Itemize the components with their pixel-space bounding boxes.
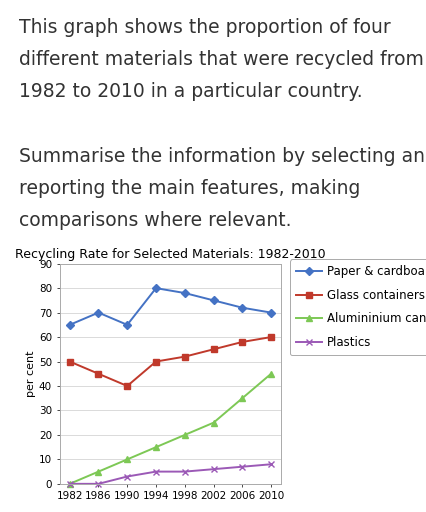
Title: Recycling Rate for Selected Materials: 1982-2010: Recycling Rate for Selected Materials: 1… [15, 248, 326, 261]
Paper & cardboard [153, 285, 158, 291]
Glass containers [153, 358, 158, 365]
Line: Paper & cardboard: Paper & cardboard [67, 285, 274, 328]
Line: Plastics: Plastics [67, 461, 274, 486]
Text: 1982 to 2010 in a particular country.: 1982 to 2010 in a particular country. [19, 82, 363, 101]
Alumininium cans [67, 481, 72, 487]
Text: reporting the main features, making: reporting the main features, making [19, 179, 360, 198]
Alumininium cans [268, 371, 273, 377]
Paper & cardboard [240, 305, 245, 311]
Plastics [125, 474, 130, 480]
Alumininium cans [96, 468, 101, 475]
Line: Alumininium cans: Alumininium cans [67, 371, 274, 486]
Text: This graph shows the proportion of four: This graph shows the proportion of four [19, 18, 391, 37]
Glass containers [211, 346, 216, 352]
Plastics [67, 481, 72, 487]
Text: Summarise the information by selecting and: Summarise the information by selecting a… [19, 147, 426, 166]
Plastics [268, 461, 273, 467]
Text: comparisons where relevant.: comparisons where relevant. [19, 211, 292, 230]
Paper & cardboard [125, 322, 130, 328]
Glass containers [67, 358, 72, 365]
Paper & cardboard [67, 322, 72, 328]
Y-axis label: per cent: per cent [26, 351, 36, 397]
Paper & cardboard [96, 310, 101, 316]
Alumininium cans [182, 432, 187, 438]
Text: different materials that were recycled from: different materials that were recycled f… [19, 50, 424, 69]
Plastics [211, 466, 216, 472]
Plastics [153, 468, 158, 475]
Paper & cardboard [182, 290, 187, 296]
Paper & cardboard [268, 310, 273, 316]
Plastics [240, 464, 245, 470]
Glass containers [182, 354, 187, 360]
Alumininium cans [211, 420, 216, 426]
Glass containers [96, 371, 101, 377]
Paper & cardboard [211, 297, 216, 304]
Line: Glass containers: Glass containers [67, 334, 274, 389]
Plastics [182, 468, 187, 475]
Glass containers [268, 334, 273, 340]
Legend: Paper & cardboard, Glass containers, Alumininium cans, Plastics: Paper & cardboard, Glass containers, Alu… [290, 259, 426, 355]
Glass containers [240, 339, 245, 345]
Alumininium cans [153, 444, 158, 450]
Plastics [96, 481, 101, 487]
Glass containers [125, 383, 130, 389]
Alumininium cans [240, 395, 245, 401]
Alumininium cans [125, 456, 130, 462]
